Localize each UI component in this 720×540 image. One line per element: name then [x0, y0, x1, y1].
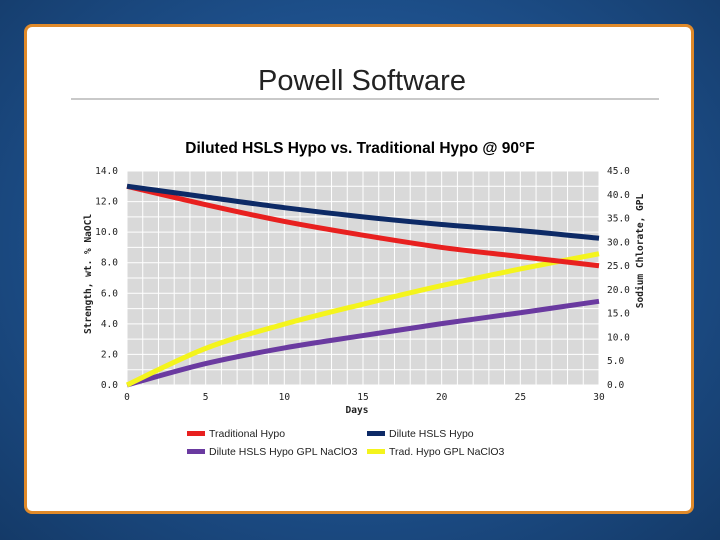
y-left-tick-label: 6.0 [101, 288, 118, 299]
legend-label: Dilute HSLS Hypo GPL NaClO3 [209, 446, 358, 458]
y-right-tick-label: 30.0 [607, 237, 630, 248]
x-tick-label: 30 [593, 392, 605, 403]
slide-panel: Powell Software Diluted HSLS Hypo vs. Tr… [24, 24, 694, 514]
series-line-dilute-hsls-hypo [126, 183, 600, 241]
y-right-tick-label: 25.0 [607, 261, 630, 272]
title-divider [71, 98, 659, 100]
y-right-tick-label: 10.0 [607, 332, 630, 343]
y-left-tick-label: 8.0 [101, 258, 118, 269]
series-line-traditional-hypo [126, 183, 600, 269]
y-right-tick-label: 45.0 [607, 166, 630, 177]
x-tick-label: 5 [203, 392, 209, 403]
legend: Traditional Hypo Dilute HSLS Hypo Dilute H… [187, 428, 505, 458]
x-tick-label: 10 [279, 392, 291, 403]
y-left-tick-label: 14.0 [95, 166, 118, 177]
y-right-tick-label: 20.0 [607, 285, 630, 296]
legend-swatch [367, 431, 385, 436]
y-left-tick-label: 2.0 [101, 349, 118, 360]
y-axis-left-label: Strength, wt. % NaOCl [83, 214, 94, 334]
y-right-tick-label: 15.0 [607, 309, 630, 320]
x-tick-label: 20 [436, 392, 448, 403]
legend-swatch [187, 449, 205, 454]
legend-label: Traditional Hypo [209, 428, 285, 440]
y-right-tick-label: 5.0 [607, 356, 624, 367]
x-axis-label: Days [346, 405, 369, 416]
axis-ticks: 0 5 10 15 20 25 300.02.04.06.08.010.012.014.00… [95, 166, 630, 403]
series-lines [125, 183, 600, 388]
series-line-trad-hypo-gpl-naclo3 [125, 251, 600, 388]
legend-label: Dilute HSLS Hypo [389, 428, 474, 440]
y-left-tick-label: 0.0 [101, 380, 118, 391]
series-line-dilute-hsls-hypo-gpl-naclo3 [126, 298, 600, 388]
x-tick-label: 0 [124, 392, 130, 403]
legend-label: Trad. Hypo GPL NaClO3 [389, 446, 505, 458]
legend-swatch [367, 449, 385, 454]
y-right-tick-label: 0.0 [607, 380, 624, 391]
y-left-tick-label: 12.0 [95, 197, 118, 208]
chart-title: Diluted HSLS Hypo vs. Traditional Hypo @… [185, 140, 534, 157]
y-axis-right-label: Sodium Chlorate, GPL [635, 194, 646, 309]
legend-swatch [187, 431, 205, 436]
x-tick-label: 25 [515, 392, 526, 403]
y-right-tick-label: 35.0 [607, 214, 630, 225]
y-right-tick-label: 40.0 [607, 190, 630, 201]
x-tick-label: 15 [357, 392, 368, 403]
y-left-tick-label: 10.0 [95, 227, 118, 238]
y-left-tick-label: 4.0 [101, 319, 118, 330]
slide-title: Powell Software [258, 65, 466, 97]
chart: Diluted HSLS Hypo vs. Traditional Hypo @… [83, 140, 646, 458]
